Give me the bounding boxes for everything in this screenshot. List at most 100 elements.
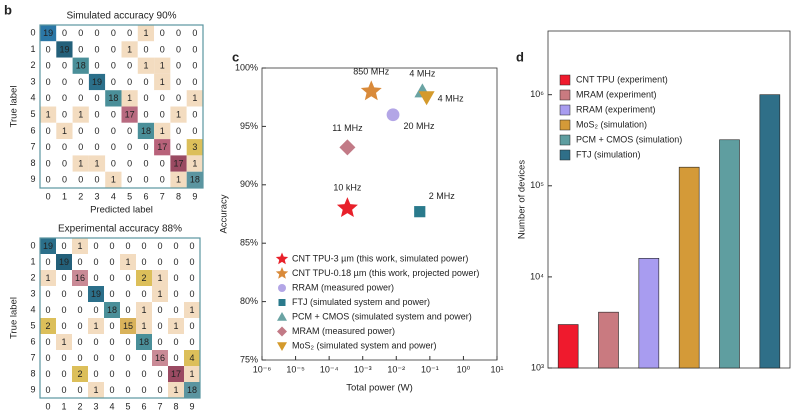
col-label: 0 — [45, 401, 50, 411]
heatmap-cell — [121, 122, 138, 140]
col-label: 6 — [143, 191, 148, 201]
cell-value: 1 — [192, 93, 197, 103]
row-label: 5 — [30, 320, 35, 330]
heatmap-cell — [137, 25, 155, 42]
cell-value: 0 — [192, 126, 197, 136]
cell-value: 0 — [125, 337, 130, 347]
legend-label: MRAM (experiment) — [576, 89, 657, 99]
heatmap-cell — [154, 73, 171, 91]
heatmap-cell — [88, 366, 104, 382]
cell-value: 0 — [95, 61, 100, 71]
cell-value: 0 — [127, 77, 132, 87]
heatmap-cell — [154, 122, 171, 140]
heatmap-cell — [40, 350, 56, 366]
x-axis-label: Total power (W) — [346, 383, 413, 394]
x-axis-label: Predicted label — [90, 205, 153, 216]
heatmap-cell — [40, 73, 57, 91]
cell-value: 0 — [77, 289, 82, 299]
cell-value: 0 — [192, 61, 197, 71]
cell-value: 1 — [93, 385, 98, 395]
point-label: 4 MHz — [438, 94, 465, 104]
heatmap-cell — [40, 155, 57, 172]
y-tick-label: 90% — [240, 179, 258, 189]
cell-value: 1 — [176, 175, 181, 185]
heatmap-cell — [168, 350, 184, 366]
cell-value: 16 — [75, 273, 85, 283]
heatmap-cell — [72, 270, 88, 286]
cell-value: 0 — [46, 175, 51, 185]
heatmap-cell — [105, 171, 122, 188]
cell-value: 18 — [139, 337, 149, 347]
heatmap-cell — [121, 171, 138, 188]
cell-value: 0 — [93, 257, 98, 267]
col-label: 7 — [157, 401, 162, 411]
cell-value: 0 — [109, 385, 114, 395]
cell-value: 18 — [190, 175, 200, 185]
cell-value: 0 — [45, 289, 50, 299]
cell-value: 0 — [78, 77, 83, 87]
heatmap-cell — [104, 334, 120, 350]
col-label: 3 — [93, 401, 98, 411]
cell-value: 0 — [61, 321, 66, 331]
col-label: 9 — [192, 191, 197, 201]
heatmap-cell — [168, 238, 184, 254]
col-label: 9 — [189, 401, 194, 411]
heatmap-cell — [56, 90, 73, 107]
cell-value: 0 — [192, 77, 197, 87]
cell-value: 0 — [46, 77, 51, 87]
cell-value: 1 — [192, 158, 197, 168]
heatmap-cell — [184, 382, 200, 398]
cell-value: 0 — [93, 353, 98, 363]
col-label: 6 — [141, 401, 146, 411]
heatmap-cell — [88, 318, 104, 334]
x-tick-label: 10¹ — [490, 364, 503, 374]
cell-value: 0 — [173, 337, 178, 347]
cell-value: 0 — [45, 353, 50, 363]
heatmap-cell — [88, 382, 104, 398]
cell-value: 0 — [77, 321, 82, 331]
heatmap-cell — [40, 318, 56, 334]
legend-swatch — [559, 134, 571, 146]
cell-value: 0 — [173, 305, 178, 315]
heatmap-cell — [186, 25, 203, 42]
heatmap-cell — [88, 286, 104, 302]
marker — [418, 91, 435, 106]
cell-value: 0 — [46, 61, 51, 71]
row-label: 4 — [30, 93, 35, 103]
cell-value: 0 — [173, 353, 178, 363]
row-label: 1 — [30, 44, 35, 54]
cell-value: 0 — [125, 305, 130, 315]
col-label: 4 — [111, 191, 116, 201]
point-label: 4 MHz — [409, 69, 436, 79]
y-axis-label: Accuracy — [219, 194, 230, 233]
cell-value: 0 — [111, 158, 116, 168]
cell-value: 0 — [62, 28, 67, 38]
cell-value: 0 — [192, 44, 197, 54]
cell-value: 0 — [125, 353, 130, 363]
heatmap-cell — [120, 302, 136, 318]
cell-value: 0 — [189, 337, 194, 347]
row-label: 3 — [30, 288, 35, 298]
cell-value: 0 — [61, 289, 66, 299]
heatmap-cell — [56, 25, 73, 42]
heatmap-cell — [104, 302, 120, 318]
marker — [277, 326, 287, 337]
col-label: 1 — [61, 401, 66, 411]
cell-value: 0 — [176, 142, 181, 152]
heatmap-cell — [154, 41, 171, 58]
heatmap-cell — [168, 382, 184, 398]
cell-value: 0 — [176, 44, 181, 54]
row-label: 3 — [30, 76, 35, 86]
heatmap-cell — [40, 90, 57, 107]
plot-frame — [261, 67, 498, 361]
heatmap-cell — [136, 302, 152, 318]
heatmap-cell — [72, 350, 88, 366]
legend-label: MoS₂ (simulation) — [576, 119, 647, 129]
row-label: 2 — [30, 60, 35, 70]
heatmap-frame — [39, 24, 204, 189]
cell-value: 1 — [111, 175, 116, 185]
heatmap-cell — [154, 171, 171, 188]
x-tick-label: 10⁻⁵ — [286, 364, 305, 374]
cell-value: 0 — [62, 142, 67, 152]
point-label: 11 MHz — [332, 123, 363, 133]
